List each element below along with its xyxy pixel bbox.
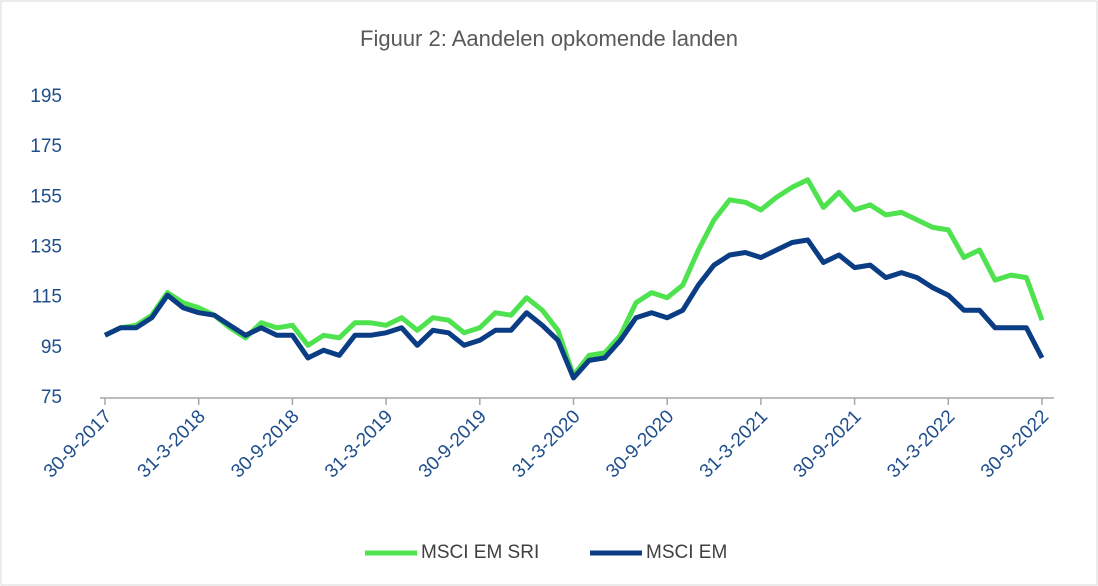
- y-tick-label: 175: [30, 136, 62, 157]
- y-tick-label: 75: [41, 387, 62, 408]
- y-tick-label: 195: [30, 86, 62, 107]
- legend-label: MSCI EM: [646, 542, 727, 563]
- y-tick-label: 115: [32, 287, 62, 308]
- series-line: [103, 237, 1045, 381]
- chart-title: Figuur 2: Aandelen opkomende landen: [360, 26, 738, 51]
- y-tick-label: 95: [41, 337, 62, 358]
- legend-label: MSCI EM SRI: [421, 542, 539, 563]
- y-tick-label: 155: [30, 186, 62, 207]
- y-tick-label: 135: [30, 237, 62, 258]
